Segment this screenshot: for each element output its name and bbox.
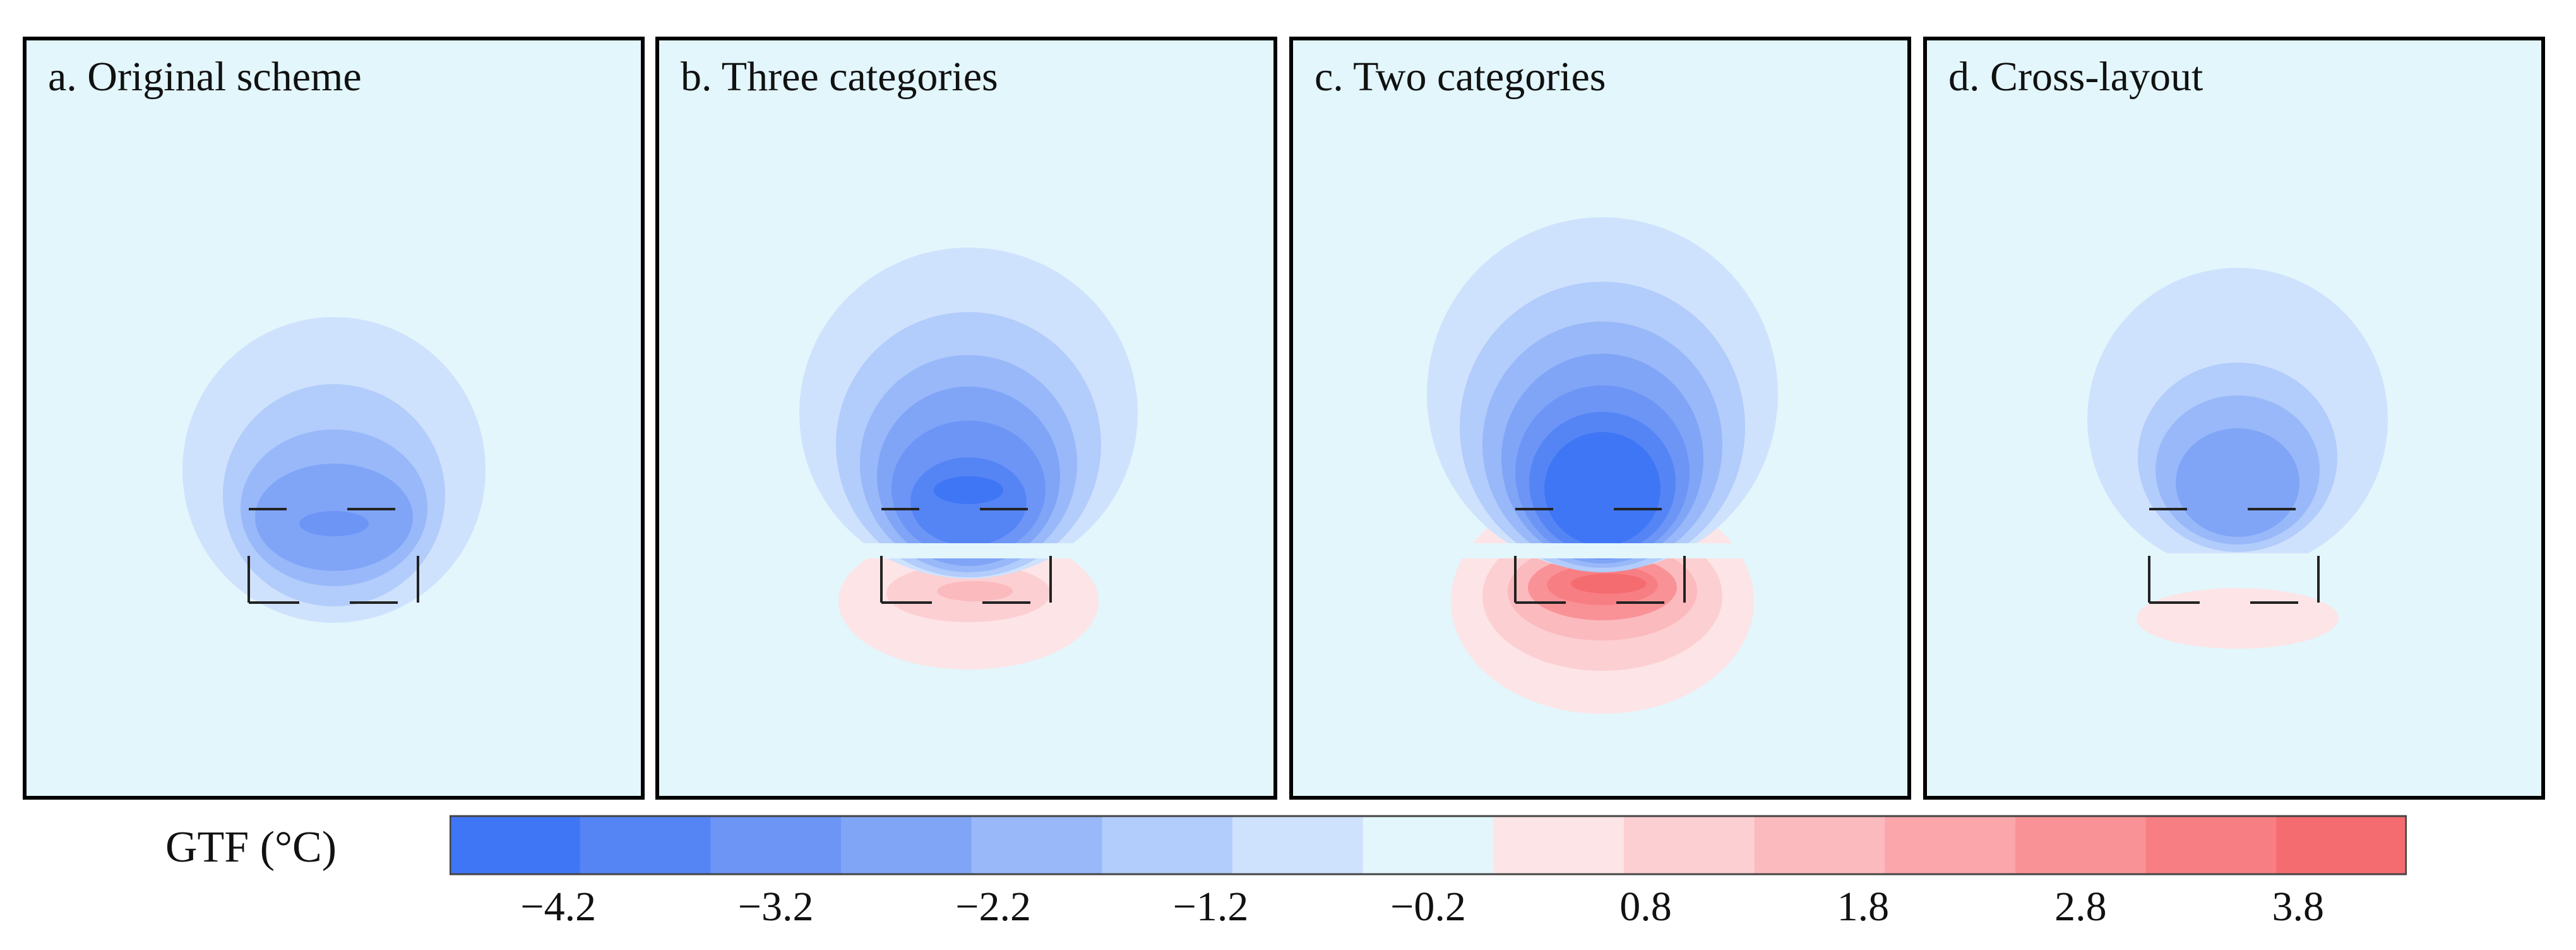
colorbar-tick-label: 3.8	[2272, 884, 2325, 930]
warm-core	[937, 581, 1013, 601]
colorbar-swatch	[841, 816, 972, 874]
colorbar-tick-label: −4.2	[520, 884, 597, 930]
colorbar	[450, 815, 2407, 875]
panel-title: d. Cross-layout	[1948, 54, 2203, 100]
contour-plot-three	[799, 248, 1138, 670]
cold-core	[2176, 428, 2299, 537]
colorbar-tick-label: −1.2	[1172, 884, 1249, 930]
colorbar-swatch	[2276, 816, 2407, 874]
colorbar-swatch	[710, 816, 842, 874]
building-outline	[1514, 508, 1686, 604]
building-outline	[880, 508, 1052, 604]
panel-title: b. Three categories	[681, 54, 998, 100]
colorbar-swatch	[450, 816, 581, 874]
front-band	[817, 543, 1120, 558]
building-outline	[2148, 508, 2320, 604]
cold-core	[299, 511, 369, 536]
colorbar-border	[450, 815, 2407, 875]
colorbar-swatch	[1493, 816, 1625, 874]
colorbar-tick-label: −3.2	[737, 884, 814, 930]
building-outline	[247, 508, 419, 604]
panel-three-categories: b. Three categories	[655, 37, 1277, 800]
colorbar-tick-label: 1.8	[1837, 884, 1890, 930]
colorbar-swatch	[2015, 816, 2147, 874]
cold-core	[1544, 432, 1661, 546]
panel-title: a. Original scheme	[48, 54, 362, 100]
panel-title: c. Two categories	[1315, 54, 1606, 100]
colorbar-label: GTF (°C)	[165, 823, 337, 872]
colorbar-tick-label: 0.8	[1619, 884, 1672, 930]
colorbar-swatch	[2145, 816, 2277, 874]
panel-cross-layout: d. Cross-layout	[1923, 37, 2545, 800]
colorbar-tick-label: −2.2	[955, 884, 1031, 930]
colorbar-swatch	[1754, 816, 1885, 874]
warm-core	[1571, 574, 1647, 594]
contour-plot-cross	[2087, 268, 2388, 649]
panel-original-scheme: a. Original scheme	[23, 37, 645, 800]
colorbar-swatch	[1102, 816, 1233, 874]
front-band	[1438, 543, 1767, 558]
colorbar-swatch	[1885, 816, 2016, 874]
contour-plot-original	[182, 317, 486, 623]
warm-contour	[2137, 588, 2339, 649]
colorbar-swatch	[1232, 816, 1364, 874]
contour-plot-two	[1427, 217, 1778, 714]
front-band	[2091, 553, 2382, 585]
colorbar-swatch	[580, 816, 711, 874]
panel-two-categories: c. Two categories	[1289, 37, 1911, 800]
colorbar-tick-label: −0.2	[1390, 884, 1466, 930]
colorbar-tick-label: 2.8	[2054, 884, 2107, 930]
colorbar-swatch	[971, 816, 1102, 874]
colorbar-swatch	[1624, 816, 1755, 874]
colorbar-swatch	[1363, 816, 1494, 874]
cold-core	[934, 476, 1003, 504]
